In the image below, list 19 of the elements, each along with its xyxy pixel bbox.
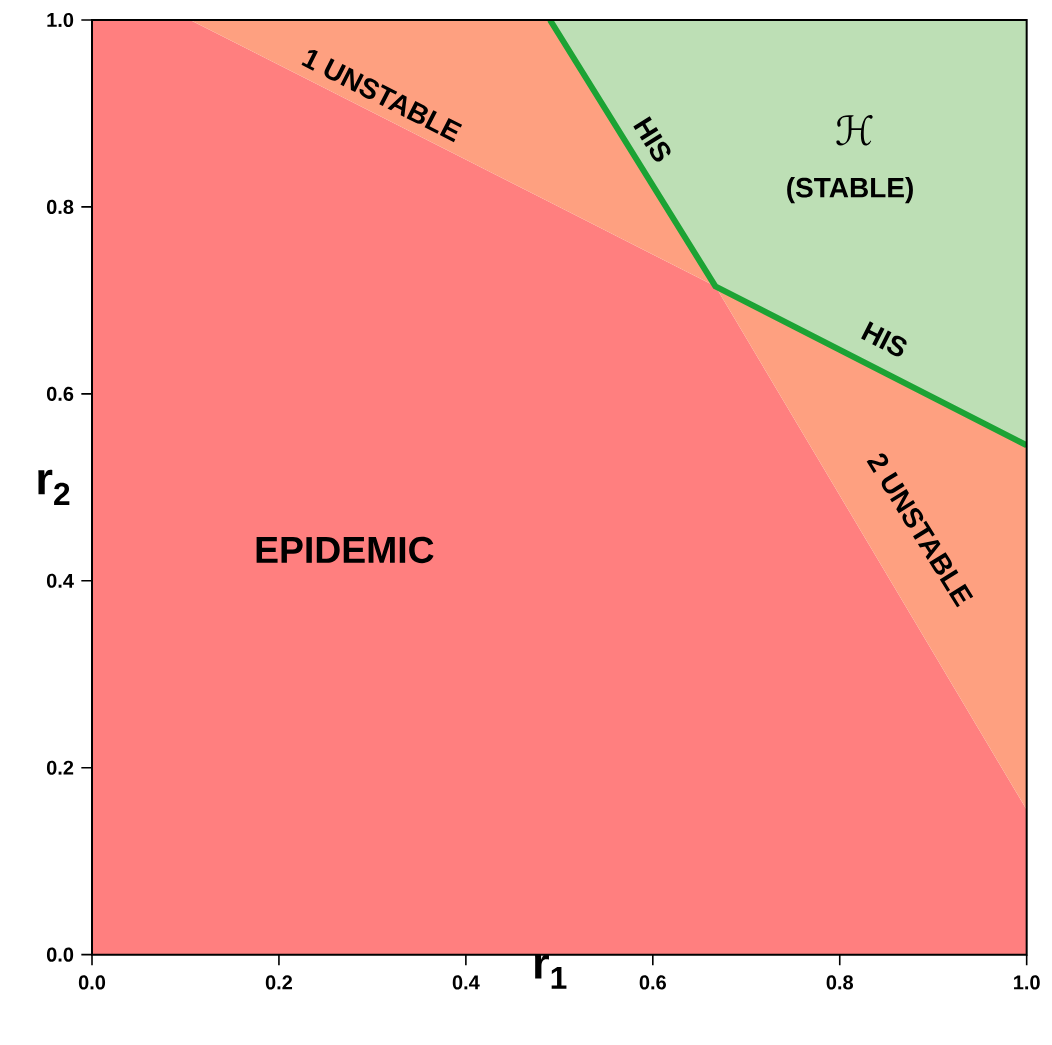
y-tick-label: 1.0 — [47, 13, 74, 28]
annotation: EPIDEMIC — [256, 536, 434, 564]
x-tick-label: 0.6 — [639, 975, 666, 990]
annotation: HIS — [861, 321, 907, 357]
x-tick-label: 1.0 — [1014, 975, 1040, 990]
y-tick-label: 0.4 — [46, 573, 74, 589]
x-axis-title: r$_{1}$ — [535, 954, 567, 990]
y-tick-label: 0.8 — [46, 200, 74, 215]
x-tick-label: 0.0 — [78, 975, 106, 990]
y-tick-label: 0.2 — [46, 760, 74, 775]
x-tick-label: 0.2 — [265, 975, 293, 990]
y-axis-title: r$_{2}$ — [38, 469, 70, 506]
annotation: (STABLE) — [787, 177, 913, 204]
y-tick-label: 0.6 — [46, 386, 74, 402]
x-tick-label: 0.8 — [826, 975, 854, 990]
annotation: ℋ — [836, 115, 873, 146]
y-tick-label: 0.0 — [46, 947, 74, 962]
annotation: HIS — [633, 116, 671, 162]
x-tick-label: 0.4 — [452, 975, 480, 990]
